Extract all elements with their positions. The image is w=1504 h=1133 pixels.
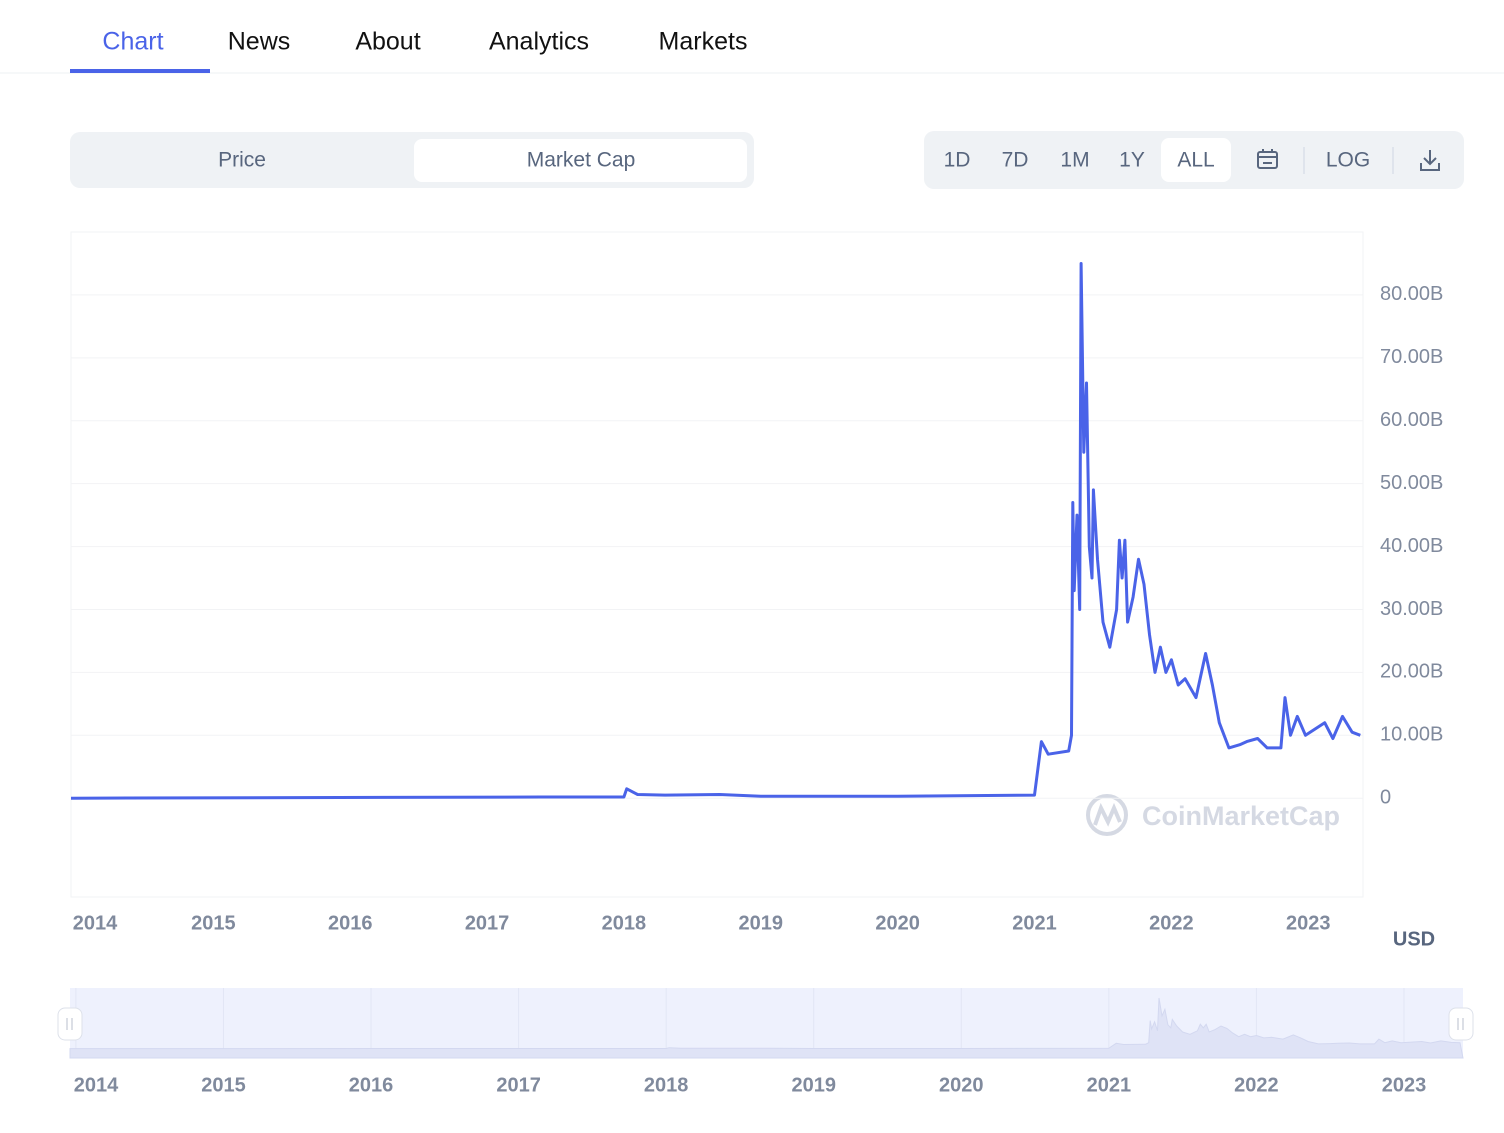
price-line xyxy=(70,262,1361,800)
navigator-tick-label: 2023 xyxy=(1382,1074,1427,1096)
x-tick-label: 2018 xyxy=(602,912,647,934)
x-tick-label: 2022 xyxy=(1149,912,1194,934)
currency-label: USD xyxy=(1393,928,1435,950)
x-tick-label: 2017 xyxy=(465,912,510,934)
x-tick-label: 2019 xyxy=(739,912,784,934)
navigator-tick-label: 2014 xyxy=(74,1074,119,1096)
toggle-option[interactable]: Market Cap xyxy=(527,149,636,172)
y-tick-label: 40.00B xyxy=(1380,535,1443,557)
y-tick-label: 60.00B xyxy=(1380,409,1443,431)
navigator-area xyxy=(69,997,1464,1059)
navigator-handle[interactable] xyxy=(1448,1007,1474,1041)
range-button[interactable]: 7D xyxy=(1002,149,1029,172)
x-tick-label: 2014 xyxy=(73,912,118,934)
plot-frame xyxy=(70,231,1364,898)
y-tick-label: 80.00B xyxy=(1380,283,1443,305)
x-tick-label: 2021 xyxy=(1012,912,1057,934)
y-tick-label: 0 xyxy=(1380,787,1391,809)
range-button[interactable]: 1D xyxy=(944,149,971,172)
toggle-option[interactable]: Price xyxy=(218,149,266,172)
range-button[interactable]: 1Y xyxy=(1119,149,1145,172)
tab[interactable]: Markets xyxy=(659,28,748,56)
navigator-tick-label: 2015 xyxy=(201,1074,246,1096)
range-button[interactable]: ALL xyxy=(1177,149,1214,172)
tab[interactable]: About xyxy=(355,28,420,56)
x-tick-label: 2015 xyxy=(191,912,236,934)
navigator-tick-label: 2021 xyxy=(1087,1074,1132,1096)
navigator-handle[interactable] xyxy=(57,1007,83,1041)
range-active xyxy=(1161,138,1231,182)
x-tick-label: 2023 xyxy=(1286,912,1331,934)
tab[interactable]: Chart xyxy=(102,28,163,56)
navigator-tick-label: 2019 xyxy=(791,1074,836,1096)
y-tick-label: 70.00B xyxy=(1380,346,1443,368)
y-tick-label: 20.00B xyxy=(1380,661,1443,683)
navigator-tick-label: 2018 xyxy=(644,1074,689,1096)
log-button[interactable]: LOG xyxy=(1326,149,1370,172)
navigator-tick-label: 2017 xyxy=(496,1074,541,1096)
tab[interactable]: Analytics xyxy=(489,28,589,56)
tab-underline xyxy=(70,69,210,73)
tab[interactable]: News xyxy=(228,28,291,56)
x-tick-label: 2016 xyxy=(328,912,373,934)
navigator-tick-label: 2022 xyxy=(1234,1074,1279,1096)
toggle-active xyxy=(414,139,747,182)
x-tick-label: 2020 xyxy=(875,912,920,934)
y-tick-label: 50.00B xyxy=(1380,472,1443,494)
watermark: CoinMarketCap xyxy=(1142,801,1340,831)
calendar-icon[interactable] xyxy=(1257,149,1278,169)
range-button[interactable]: 1M xyxy=(1060,149,1089,172)
navigator-tick-label: 2020 xyxy=(939,1074,984,1096)
y-tick-label: 10.00B xyxy=(1380,724,1443,746)
download-icon[interactable] xyxy=(1420,150,1440,171)
navigator-tick-label: 2016 xyxy=(349,1074,394,1096)
watermark-logo xyxy=(1086,794,1128,836)
y-tick-label: 30.00B xyxy=(1380,598,1443,620)
